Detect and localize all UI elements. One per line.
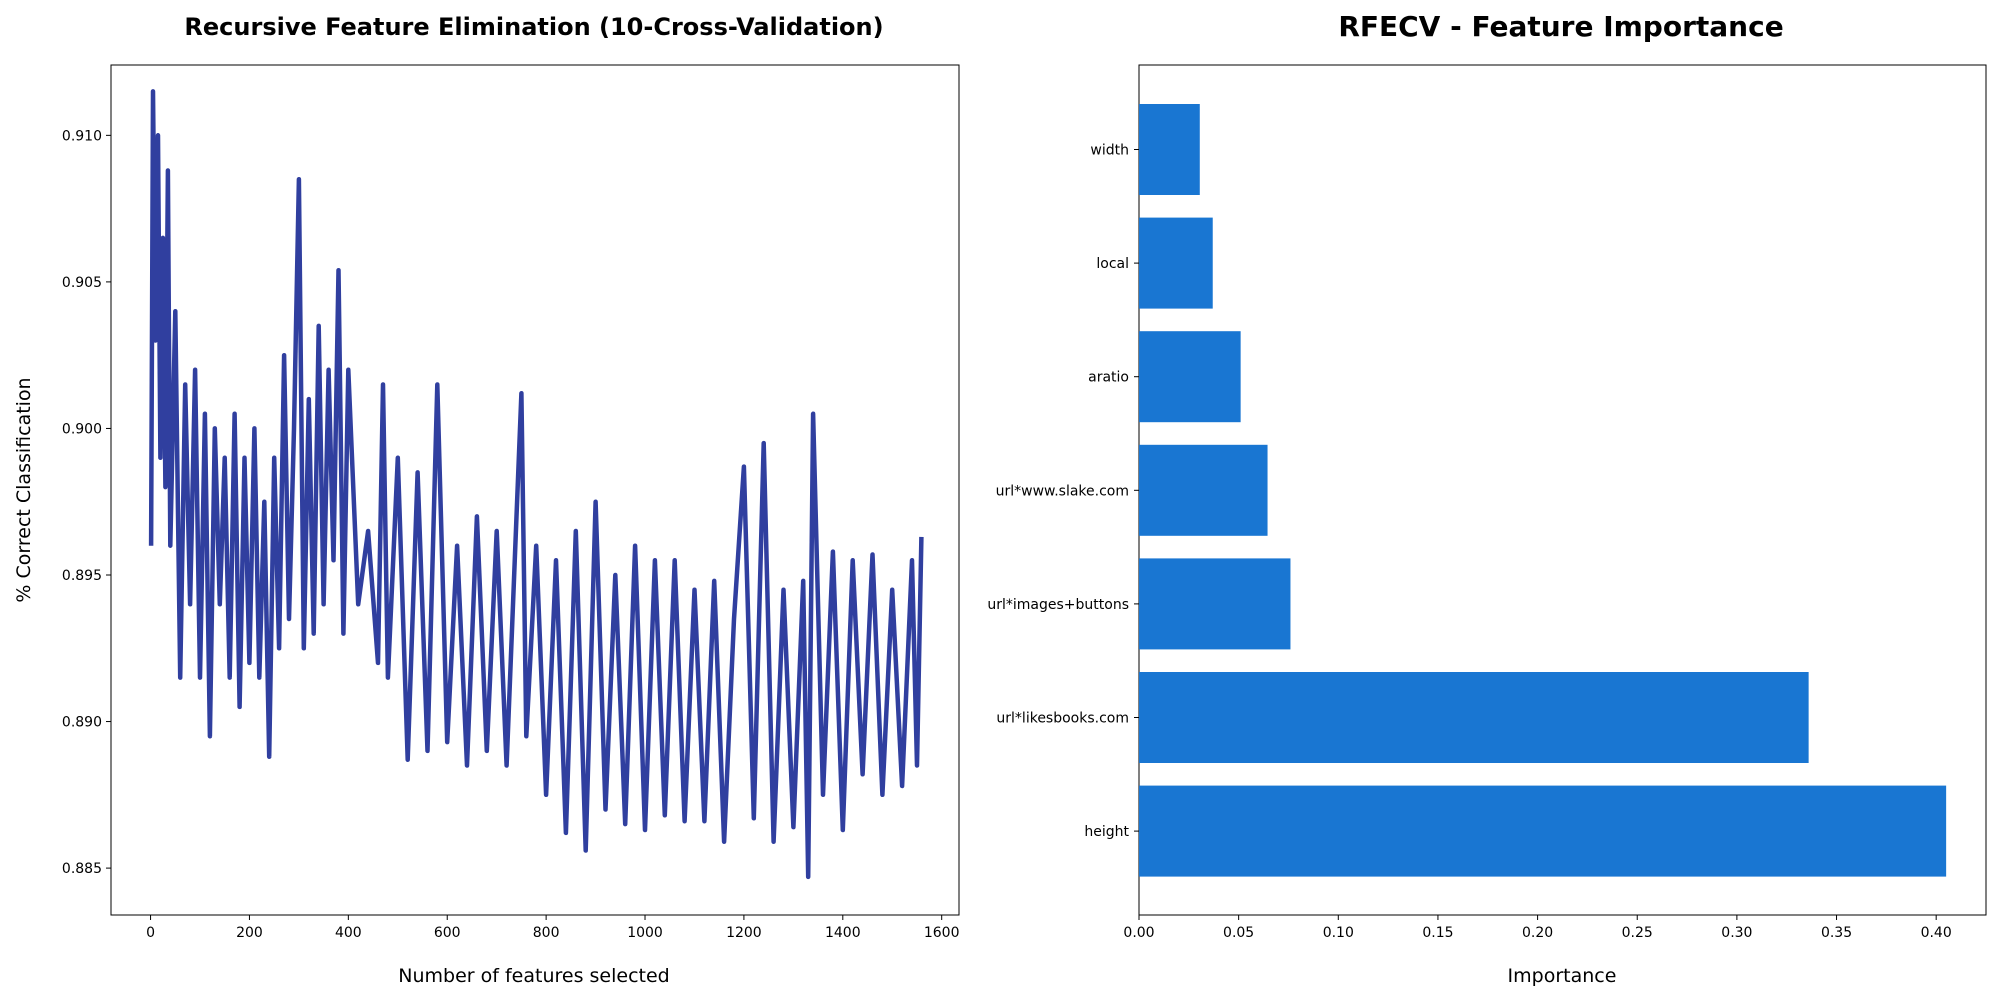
line-x-axis-label: Number of features selected	[398, 965, 669, 987]
line-y-tick-label: 0.910	[62, 128, 102, 144]
line-y-tick-label: 0.890	[62, 715, 102, 731]
line-x-tick-label: 600	[434, 925, 461, 941]
importance-bar	[1139, 558, 1291, 650]
importance-bar	[1139, 331, 1241, 423]
line-x-tick-label: 1000	[627, 925, 663, 941]
bar-x-tick-label: 0.40	[1921, 925, 1952, 941]
bar-x-tick-label: 0.05	[1223, 925, 1254, 941]
line-x-tick-label: 1200	[726, 925, 762, 941]
line-x-tick-label: 1600	[924, 925, 960, 941]
line-x-tick-label: 1400	[825, 925, 861, 941]
bar-x-tick-label: 0.30	[1721, 925, 1752, 941]
bar-x-ticks: 0.00 0.05 0.10 0.15 0.20 0.25 0.30 0.35 0.40	[1123, 915, 1952, 941]
line-x-tick-label: 800	[533, 925, 560, 941]
bar-category-label: local	[1096, 256, 1129, 272]
line-y-tick-label: 0.900	[62, 421, 102, 437]
line-x-tick-label: 200	[236, 925, 263, 941]
line-plot-area	[110, 64, 960, 916]
importance-bar	[1139, 785, 1947, 877]
line-chart-title: Recursive Feature Elimination (10-Cross-…	[184, 13, 883, 41]
bar-x-tick-label: 0.35	[1821, 925, 1852, 941]
bar-x-tick-label: 0.25	[1622, 925, 1653, 941]
line-y-ticks: 0.885 0.890 0.895 0.900 0.905 0.910	[62, 128, 111, 877]
importance-bar	[1139, 444, 1268, 536]
bar-x-tick-label: 0.15	[1422, 925, 1453, 941]
importance-bar	[1139, 672, 1809, 763]
line-y-tick-label: 0.895	[62, 568, 102, 584]
bar-category-label: width	[1090, 143, 1129, 159]
line-plot-frame	[110, 64, 960, 916]
bar-x-tick-label: 0.10	[1323, 925, 1354, 941]
importance-bar	[1139, 217, 1213, 309]
bar-x-axis-label: Importance	[1508, 965, 1617, 987]
bar-chart-title: RFECV - Feature Importance	[1338, 10, 1783, 43]
bar-category-label: url*images+buttons	[987, 597, 1129, 613]
line-y-axis-label: % Correct Classification	[13, 377, 35, 602]
rfe-line-chart: Recursive Feature Elimination (10-Cross-…	[13, 13, 960, 987]
bar-category-label: aratio	[1088, 370, 1129, 386]
line-x-tick-label: 400	[335, 925, 362, 941]
importance-bar-chart: RFECV - Feature Importance 0.00 0.05 0.10 0…	[987, 10, 1987, 987]
bar-plot-area	[1138, 64, 1987, 916]
line-y-tick-label: 0.905	[62, 275, 102, 291]
line-y-tick-label: 0.885	[62, 861, 102, 877]
bar-x-tick-label: 0.20	[1522, 925, 1553, 941]
importance-bar	[1139, 104, 1200, 195]
accuracy-series-line	[148, 89, 924, 880]
bar-category-label: height	[1084, 824, 1129, 840]
line-x-ticks: 0 200 400 600 800 1000 1200 1400 1600	[146, 915, 960, 941]
bar-category-label: url*www.slake.com	[996, 483, 1129, 499]
bar-category-label: url*likesbooks.com	[996, 711, 1129, 727]
bar-category-ticks: width local aratio url*www.slake.com url*ima…	[987, 143, 1139, 840]
line-x-tick-label: 0	[146, 925, 155, 941]
bar-x-tick-label: 0.00	[1123, 925, 1154, 941]
